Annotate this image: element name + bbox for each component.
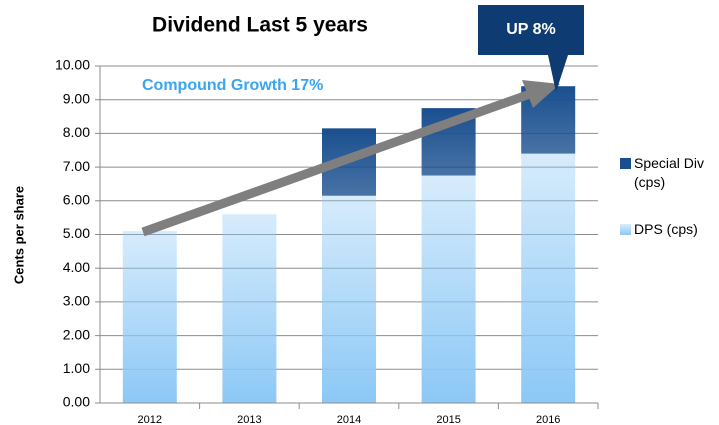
legend-label: DPS (cps) bbox=[634, 221, 698, 237]
bar-segment bbox=[122, 231, 177, 403]
arrow-head bbox=[522, 80, 560, 108]
y-tick-label: 9.00 bbox=[63, 90, 90, 106]
bar-segment bbox=[521, 153, 576, 403]
legend-swatch bbox=[620, 158, 631, 169]
plot: 0.00 1.00 2.00 3.00 4.00 5.00 6.00 7.00 8.00 9.00… bbox=[55, 57, 599, 425]
x-tick-label: 2012 bbox=[138, 414, 162, 425]
arrow-shaft bbox=[141, 89, 532, 237]
y-tick-label: 3.00 bbox=[63, 293, 90, 309]
y-tick-label: 5.00 bbox=[63, 225, 90, 241]
growth-annotation: Compound Growth 17% bbox=[142, 77, 323, 94]
chart-title: Dividend Last 5 years bbox=[152, 14, 368, 37]
y-axis-label: Cents per share bbox=[11, 186, 26, 284]
bar-segment bbox=[421, 175, 476, 403]
y-tick-label: 4.00 bbox=[63, 259, 90, 275]
y-tick-label: 10.00 bbox=[55, 57, 90, 73]
x-tick-label: 2014 bbox=[337, 414, 361, 425]
bar-segment bbox=[222, 214, 277, 403]
callout-text: UP 8% bbox=[506, 21, 556, 38]
y-tick-label: 7.00 bbox=[63, 158, 90, 174]
y-tick-label: 8.00 bbox=[63, 124, 90, 140]
y-tick-label: 0.00 bbox=[63, 394, 90, 410]
legend-label: Special Div (cps) bbox=[634, 155, 705, 190]
x-tick-label: 2013 bbox=[237, 414, 261, 425]
x-tick-label: 2015 bbox=[436, 414, 460, 425]
callout: UP 8% bbox=[478, 5, 584, 92]
callout-box bbox=[478, 5, 584, 92]
bar-segment bbox=[322, 195, 376, 403]
y-tick-label: 2.00 bbox=[63, 326, 90, 342]
legend-swatch bbox=[620, 224, 631, 235]
x-tick-label: 2016 bbox=[536, 414, 560, 425]
y-tick-label: 6.00 bbox=[63, 192, 90, 208]
y-tick-label: 1.00 bbox=[63, 360, 90, 376]
growth-arrow bbox=[141, 80, 560, 237]
